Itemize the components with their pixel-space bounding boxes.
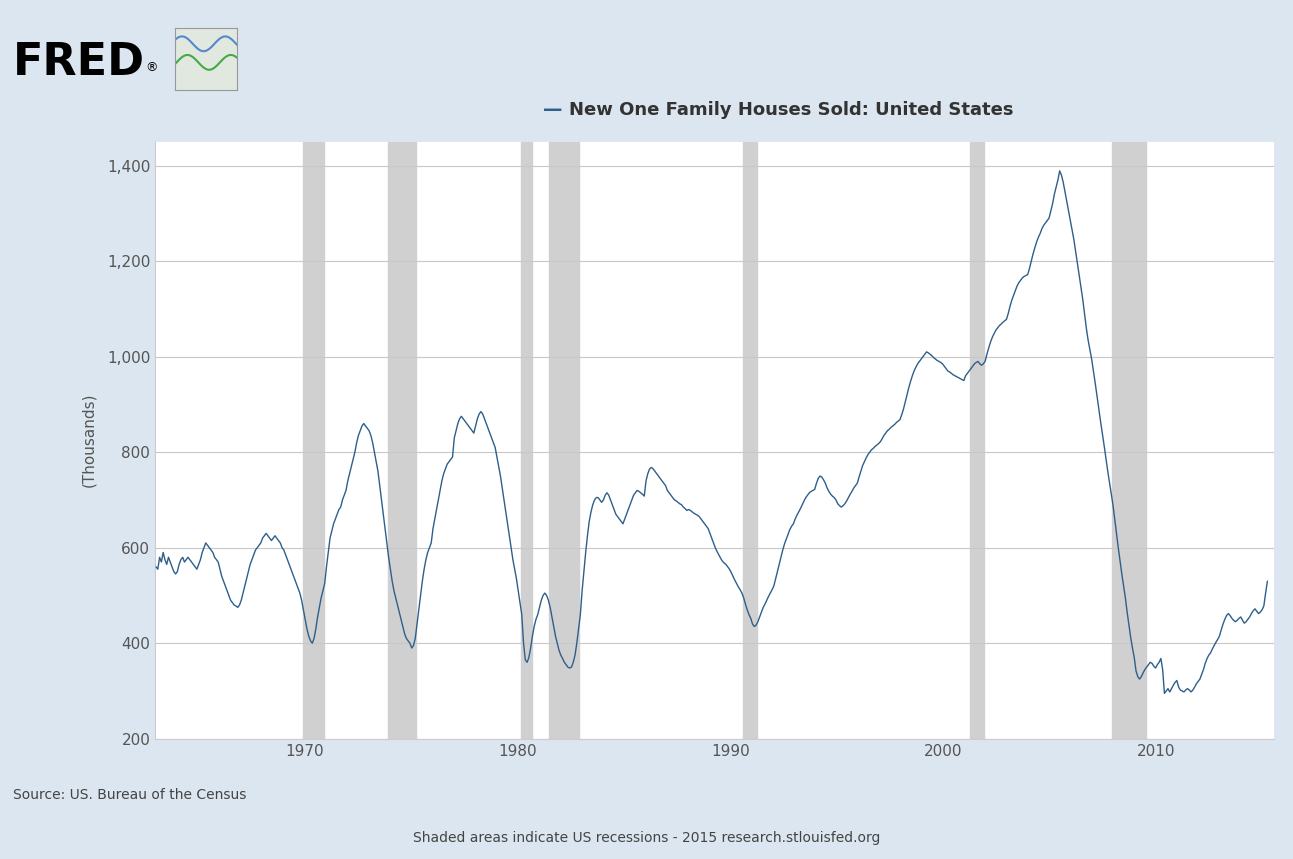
Bar — [550, 142, 579, 739]
Bar — [521, 142, 531, 739]
Bar — [742, 142, 756, 739]
Bar — [303, 142, 323, 739]
Y-axis label: (Thousands): (Thousands) — [81, 393, 96, 488]
Bar — [388, 142, 416, 739]
Bar — [970, 142, 984, 739]
Text: New One Family Houses Sold: United States: New One Family Houses Sold: United State… — [569, 101, 1014, 119]
Text: Shaded areas indicate US recessions - 2015 research.stlouisfed.org: Shaded areas indicate US recessions - 20… — [412, 831, 881, 844]
Text: FRED: FRED — [13, 40, 145, 84]
Text: —: — — [543, 101, 562, 119]
Bar — [1112, 142, 1146, 739]
Text: Source: US. Bureau of the Census: Source: US. Bureau of the Census — [13, 788, 246, 801]
Text: ®: ® — [146, 61, 158, 74]
